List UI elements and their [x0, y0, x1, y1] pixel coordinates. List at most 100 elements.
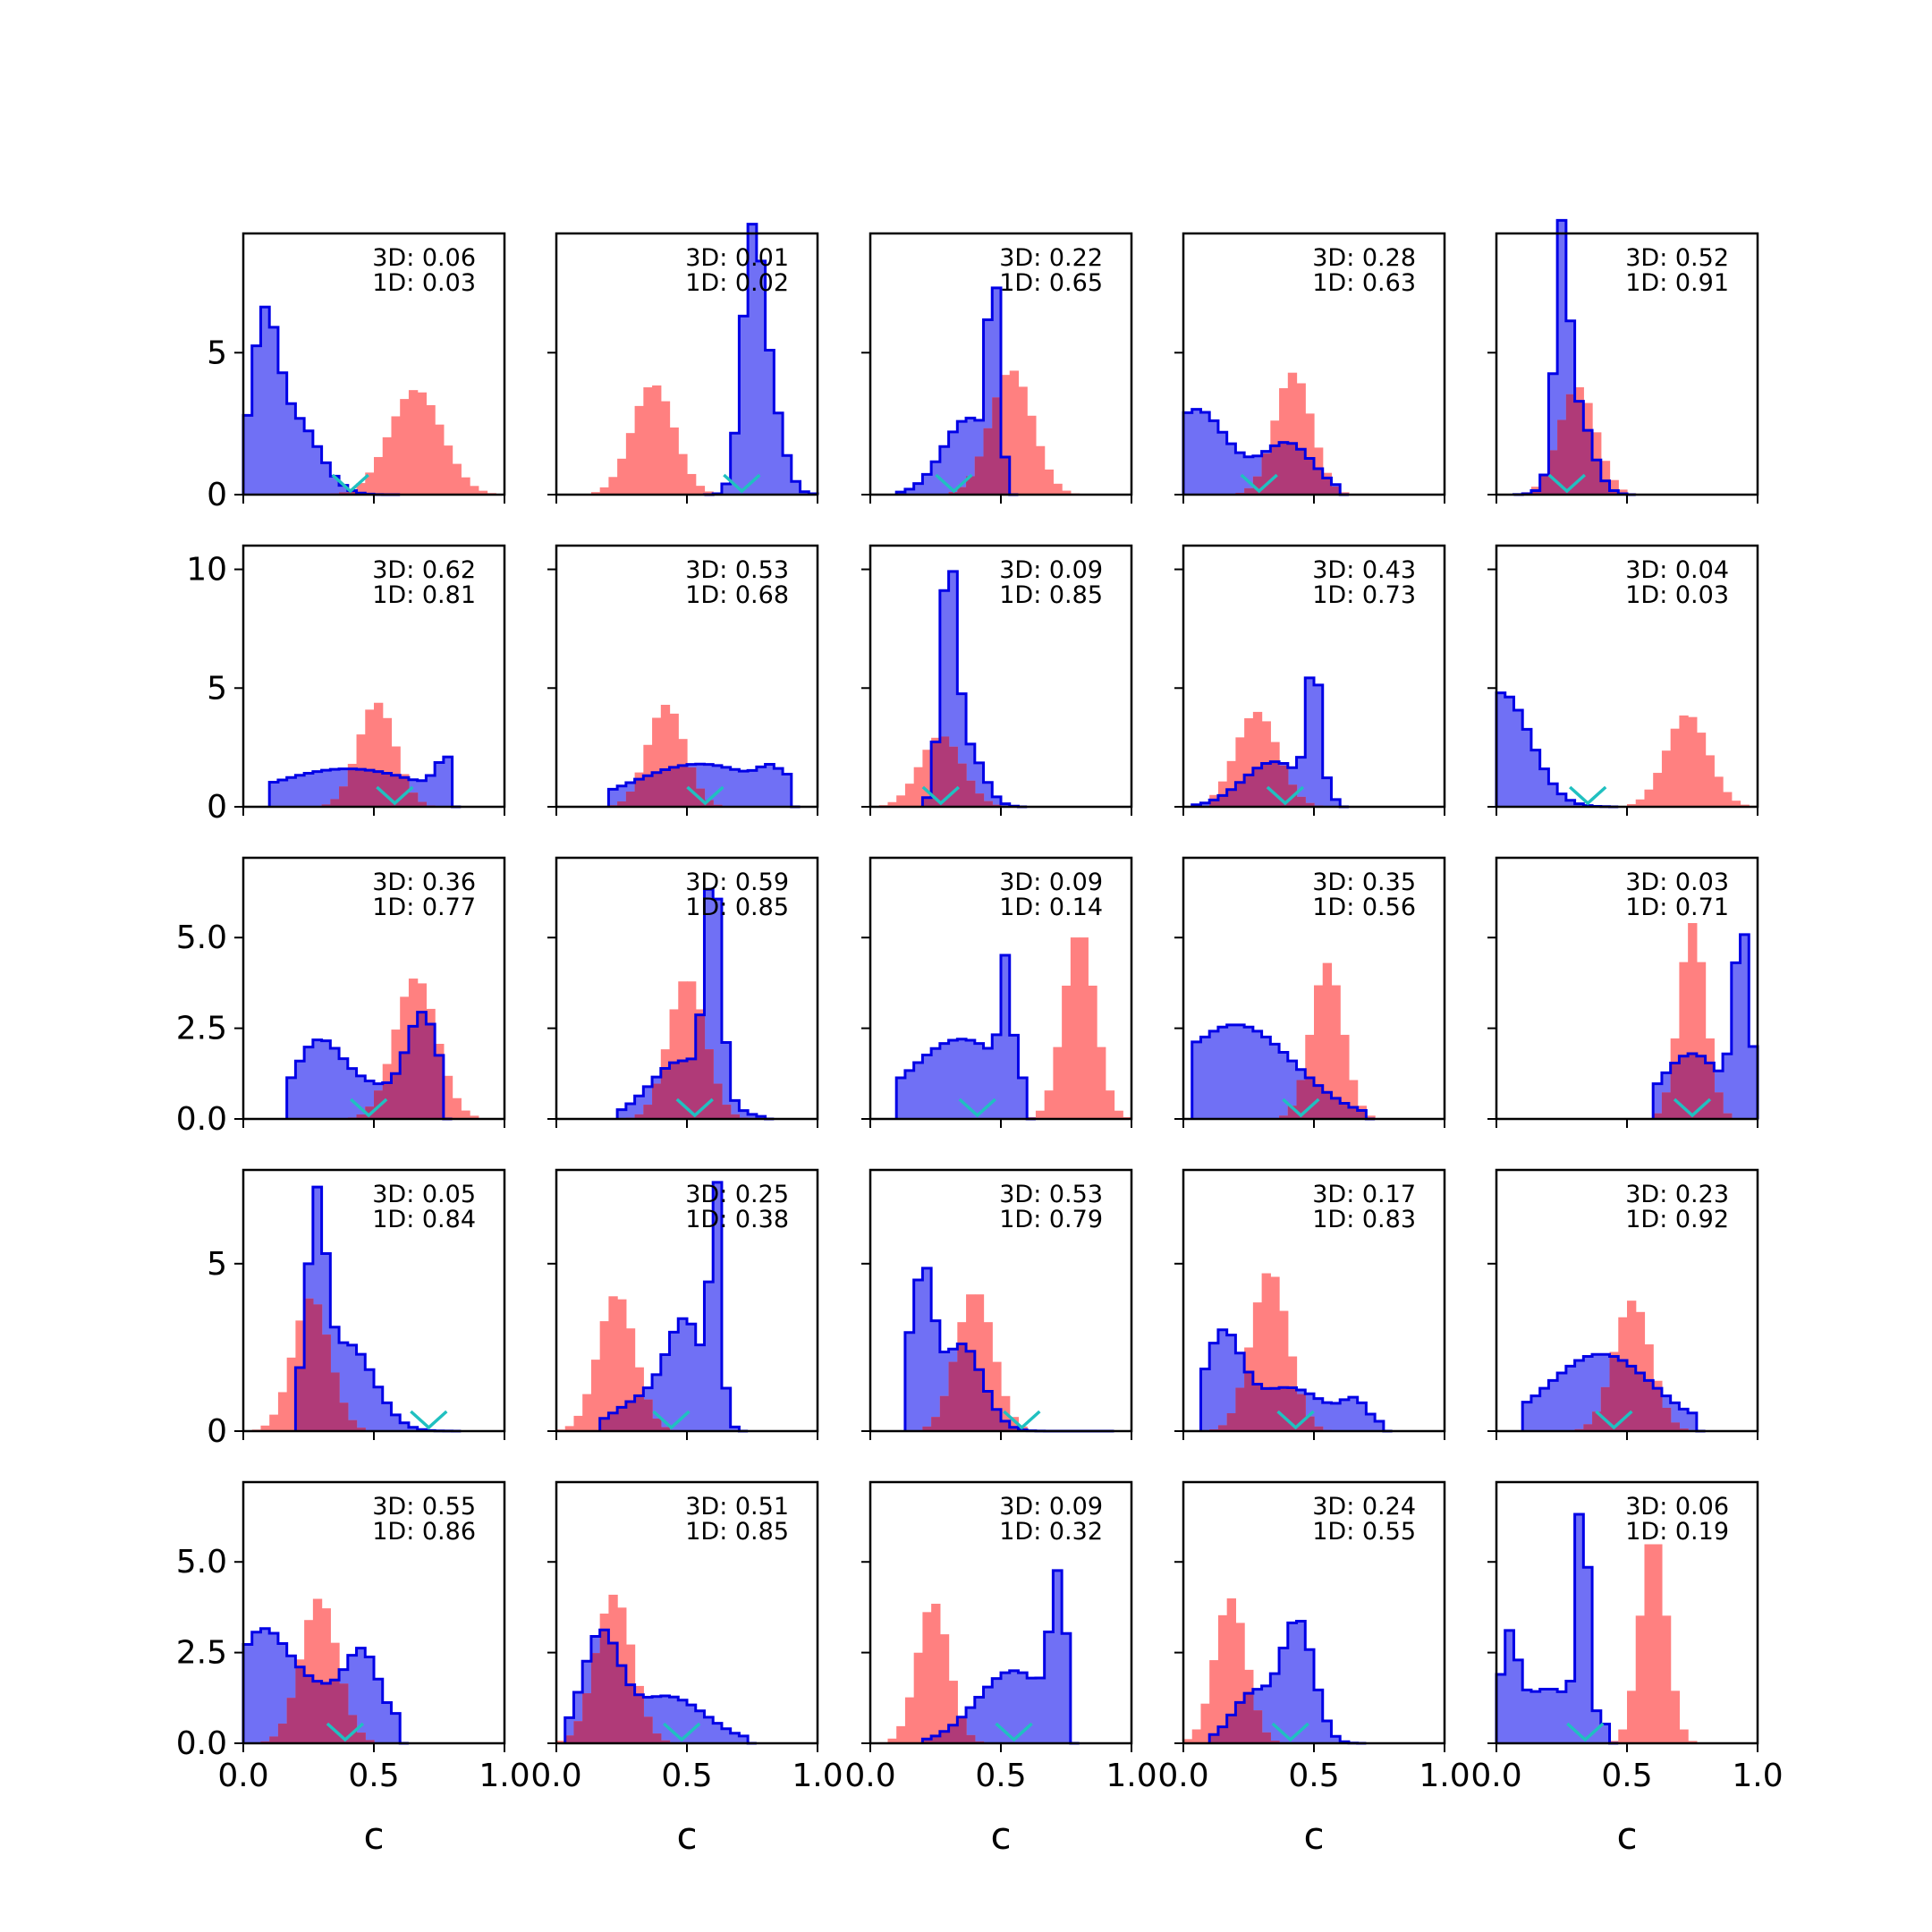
y-tick-label: 5 — [207, 670, 227, 707]
blue-bar — [643, 1086, 653, 1119]
red-bar — [931, 1604, 941, 1743]
blue-bar — [913, 483, 923, 495]
annotation-1d: 1D: 0.71 — [1625, 894, 1729, 921]
annotation-1d: 1D: 0.79 — [999, 1206, 1103, 1233]
blue-step-outline — [1651, 933, 1759, 1119]
marker — [1566, 1722, 1605, 1742]
red-bar — [1114, 1110, 1123, 1119]
blue-bar — [721, 1042, 732, 1119]
blue-bar — [1200, 1037, 1210, 1119]
marker — [1595, 1410, 1633, 1430]
blue-bar — [783, 455, 792, 495]
red-bar — [1653, 773, 1663, 807]
overlap-bar — [1244, 1372, 1254, 1431]
annotation-3d: 3D: 0.06 — [1625, 1493, 1729, 1521]
blue-bar — [1731, 962, 1741, 1119]
overlap-bar — [1252, 1384, 1263, 1431]
red-bar — [1217, 1614, 1228, 1743]
overlap-bar — [948, 1361, 958, 1431]
blue-bar — [1539, 768, 1549, 807]
marker — [331, 473, 369, 494]
red-bar — [1097, 1046, 1106, 1119]
y-tick-label: 5 — [207, 335, 227, 371]
annotation-3d: 3D: 0.05 — [372, 1181, 476, 1208]
blue-bar — [251, 1631, 262, 1743]
red-bar — [1653, 1544, 1663, 1743]
annotation-1d: 1D: 0.19 — [1625, 1518, 1729, 1546]
overlap-bar — [1583, 430, 1593, 495]
overlap-bar — [1279, 1387, 1289, 1431]
overlap-bar — [1653, 1388, 1663, 1431]
blue-bar — [739, 316, 749, 495]
blue-step-outline — [1495, 1513, 1619, 1745]
red-bar — [913, 767, 923, 807]
overlap-bar — [1217, 1425, 1228, 1431]
overlap-bar — [321, 1682, 331, 1743]
marker — [1276, 1410, 1315, 1430]
overlap-bar — [330, 1372, 340, 1431]
overlap-bar — [1270, 1388, 1280, 1431]
red-bar — [1070, 937, 1080, 1119]
blue-bar — [721, 1728, 732, 1743]
red-bar — [1252, 1302, 1263, 1431]
overlap-bar — [1714, 1092, 1724, 1119]
red-bar — [1670, 728, 1680, 807]
annotation-1d: 1D: 0.81 — [372, 581, 476, 609]
marker — [1240, 473, 1278, 494]
overlap-bar — [704, 800, 714, 807]
red-bar — [1305, 413, 1315, 495]
blue-bar — [687, 1705, 697, 1743]
blue-bar — [1513, 710, 1523, 807]
overlap-bar — [330, 1680, 340, 1743]
annotation-1d: 1D: 0.86 — [372, 1518, 476, 1546]
overlap-bar — [435, 1055, 445, 1119]
overlap-bar — [625, 1402, 636, 1431]
overlap-bar — [1653, 1113, 1663, 1119]
blue-bar — [1027, 1678, 1037, 1743]
blue-bar — [1244, 1027, 1254, 1119]
blue-bar — [1209, 1030, 1219, 1119]
overlap-bar — [1226, 789, 1236, 807]
blue-bar — [1217, 1329, 1228, 1431]
overlap-bar — [1592, 1411, 1602, 1431]
blue-bar — [730, 769, 740, 807]
marker — [935, 473, 973, 494]
blue-bar — [443, 757, 453, 807]
red-bar — [312, 1598, 323, 1743]
overlap-bar — [1723, 1113, 1733, 1119]
blue-bar — [1331, 799, 1341, 807]
annotation-1d: 1D: 0.85 — [685, 1518, 789, 1546]
blue-bar — [739, 771, 749, 807]
blue-bar — [356, 1354, 366, 1431]
overlap-bar — [652, 1419, 662, 1431]
blue-bar — [687, 1324, 697, 1431]
blue-bar — [713, 1723, 723, 1743]
blue-bar — [704, 1716, 714, 1743]
blue-bar — [1296, 757, 1306, 807]
overlap-bar — [939, 736, 950, 807]
red-bar — [1217, 781, 1228, 807]
overlap-bar — [1261, 763, 1271, 807]
red-bar — [1600, 461, 1611, 495]
blue-bar — [922, 474, 932, 495]
overlap-bar — [1296, 1394, 1306, 1431]
blue-bar — [1226, 1024, 1236, 1119]
annotation-3d: 3D: 0.06 — [372, 244, 476, 272]
blue-step-outline — [894, 953, 1036, 1121]
blue-bar — [983, 1687, 993, 1743]
blue-bar — [408, 1427, 419, 1431]
overlap-bar — [1235, 782, 1245, 807]
red-bar — [1062, 985, 1072, 1119]
annotation-3d: 3D: 0.36 — [372, 869, 476, 896]
red-bar — [1314, 985, 1324, 1119]
annotation-3d: 3D: 0.09 — [999, 1493, 1103, 1521]
red-bar — [1366, 1115, 1376, 1119]
red-bar — [643, 387, 653, 495]
red-bar — [1661, 750, 1672, 807]
